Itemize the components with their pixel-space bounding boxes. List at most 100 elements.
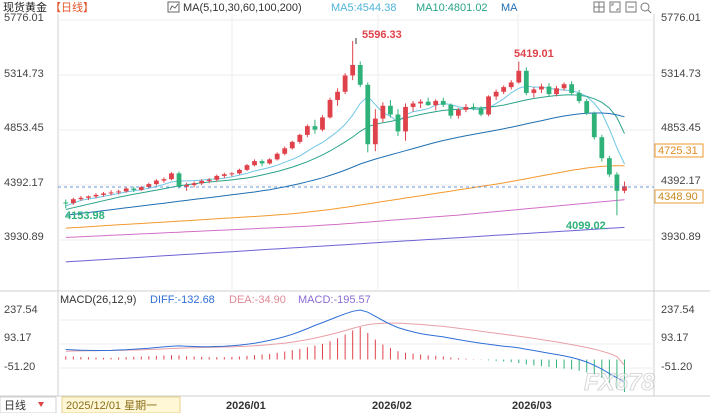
last-price-tag: [654, 189, 704, 204]
right-tick: 3930.89: [661, 231, 701, 243]
candle-body: [131, 188, 137, 190]
candle-body: [93, 194, 99, 197]
candle-body: [169, 173, 174, 180]
minimize-icon[interactable]: [625, 1, 637, 13]
candle-body: [274, 153, 280, 160]
candle-body: [153, 180, 159, 185]
macd-dea-line: [65, 322, 625, 366]
macd-right-tick: -51.20: [661, 361, 692, 373]
candle-body: [418, 101, 424, 104]
candle-body: [184, 184, 189, 187]
candle-body: [191, 183, 197, 185]
date-tick: 2026/03: [512, 400, 552, 412]
candle-body: [214, 175, 220, 180]
candle-body: [304, 126, 310, 135]
left-tick: 5314.73: [4, 68, 44, 80]
left-tick: 4392.17: [4, 177, 44, 189]
candle-body: [523, 70, 529, 93]
candle-body: [455, 109, 461, 116]
candle-body: [365, 84, 371, 145]
macd-histogram: [65, 327, 625, 392]
candle-body: [561, 84, 567, 89]
candle-body: [63, 202, 69, 204]
ma5-value: MA5:4544.38: [331, 2, 396, 14]
zoom-in-icon[interactable]: [640, 2, 652, 14]
watermark-logo: FX678: [584, 369, 656, 397]
candle-body: [463, 106, 469, 110]
ma-line-ma30: [65, 112, 625, 216]
candle-body: [531, 89, 537, 93]
candle-body: [335, 91, 340, 100]
candle-body: [78, 197, 84, 200]
ma-more-value: MA: [501, 2, 518, 14]
candle-body: [267, 159, 273, 164]
candle-body: [591, 113, 597, 138]
candle-body: [237, 169, 242, 174]
candle-body: [486, 96, 491, 115]
right-tick: 5776.01: [661, 12, 701, 24]
candle-body: [622, 186, 627, 191]
candle-body: [206, 179, 212, 181]
low-label-left: 4153.98: [65, 210, 105, 222]
date-box: [61, 396, 181, 413]
candle-body: [508, 82, 514, 88]
candle-body: [350, 64, 356, 76]
period-label: 【日线】: [50, 0, 94, 14]
grid-settings-icon[interactable]: [593, 1, 605, 13]
candle-body: [539, 86, 544, 90]
candle-body: [614, 174, 620, 191]
candle-body: [259, 161, 265, 164]
candle-body: [478, 108, 484, 115]
candle-body: [297, 134, 303, 142]
candle-body: [86, 196, 91, 198]
candle-body: [320, 117, 325, 130]
right-tick: 4853.45: [661, 122, 701, 134]
watermark-text: FX678: [584, 369, 655, 396]
macd-hist-value: MACD:-195.57: [298, 294, 371, 306]
candle-body: [576, 92, 582, 102]
ma-line-ma60: [65, 165, 625, 229]
right-tick: 4392.17: [661, 175, 701, 187]
candle-body: [244, 165, 250, 170]
price-annotations: 5596.33 5419.01 4153.98 4099.02: [65, 29, 606, 232]
period-button[interactable]: 日线: [0, 396, 57, 413]
macd-grid: [58, 319, 654, 369]
ma-line-ma100: [65, 199, 625, 238]
left-tick: 5776.01: [4, 12, 44, 24]
macd-dea-value: DEA:-34.90: [229, 294, 286, 306]
date-tick: 2026/02: [372, 400, 412, 412]
candle-body: [70, 199, 76, 204]
price-grid: [58, 14, 654, 291]
macd-right-tick: 93.17: [661, 332, 689, 344]
high-label-1: 5596.33: [362, 29, 402, 41]
macd-left-tick: -51.20: [4, 361, 35, 373]
ma-params-label[interactable]: MA(5,10,30,60,100,200): [183, 2, 302, 14]
ma10-value: MA10:4801.02: [416, 2, 488, 14]
expand-icon[interactable]: [609, 1, 621, 13]
high-label-2: 5419.01: [514, 48, 554, 60]
low-label-right: 4099.02: [566, 220, 606, 232]
moving-average-lines: [65, 85, 625, 263]
candle-body: [425, 101, 431, 106]
left-tick: 3930.89: [4, 231, 44, 243]
candle-body: [108, 192, 114, 194]
candle-body: [516, 70, 522, 83]
candle-body: [433, 100, 439, 106]
last-price-tag-text: 4348.90: [658, 191, 698, 203]
ma-line-ma10: [65, 94, 625, 210]
right-tick: 5314.73: [661, 68, 701, 80]
macd-left-tick: 237.54: [4, 304, 38, 316]
candle-body: [138, 187, 144, 190]
chart-type-icon[interactable]: [167, 1, 180, 13]
ma-line-ma5: [65, 85, 625, 207]
candle-body: [471, 106, 476, 109]
candle-body: [403, 106, 408, 132]
symbol-title: 现货黄金: [3, 0, 47, 14]
candle-body: [116, 191, 122, 193]
candle-body: [176, 173, 182, 187]
candle-body: [448, 104, 454, 116]
candle-body: [199, 180, 205, 184]
macd-panel: MACD(26,12,9) DIFF:-132.68 DEA:-34.90 MA…: [4, 291, 695, 396]
candle-body: [101, 193, 106, 195]
